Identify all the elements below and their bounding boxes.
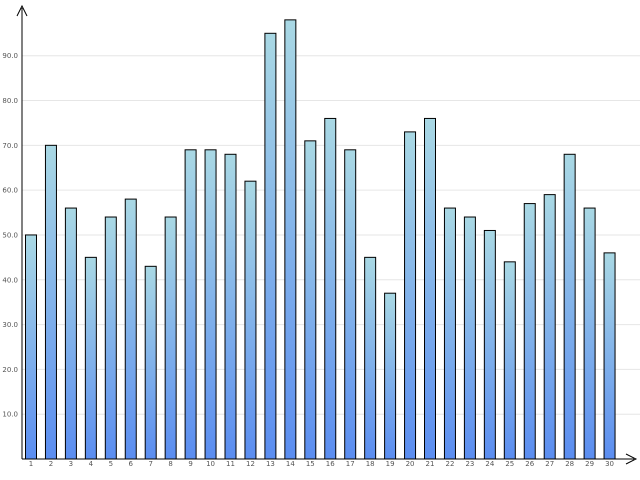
x-tick-label: 28 <box>565 460 574 468</box>
bar-13 <box>264 32 277 460</box>
x-tick-label: 1 <box>29 460 33 468</box>
y-tick-label: 90.0 <box>2 52 18 60</box>
bar-14 <box>284 19 297 460</box>
bar-1 <box>25 234 37 460</box>
x-tick-label: 17 <box>346 460 355 468</box>
bar-23 <box>463 216 476 460</box>
y-tick-label: 80.0 <box>2 97 18 105</box>
x-tick-label: 22 <box>445 460 454 468</box>
bar-27 <box>543 194 556 460</box>
y-tick-label: 50.0 <box>2 231 18 239</box>
axes <box>16 4 638 465</box>
x-tick-label: 26 <box>525 460 534 468</box>
y-tick-label: 20.0 <box>2 366 18 374</box>
x-tick-label: 15 <box>306 460 315 468</box>
bar-26 <box>523 203 536 460</box>
bar-11 <box>224 153 237 460</box>
y-tick-label: 30.0 <box>2 321 18 329</box>
bar-10 <box>204 149 217 460</box>
bar-15 <box>304 140 317 460</box>
x-tick-label: 25 <box>505 460 514 468</box>
bar-29 <box>583 207 596 460</box>
x-tick-label: 11 <box>226 460 235 468</box>
x-tick-label: 9 <box>188 460 192 468</box>
x-tick-label: 23 <box>465 460 474 468</box>
x-tick-label: 29 <box>585 460 594 468</box>
x-tick-label: 7 <box>148 460 152 468</box>
x-tick-label: 10 <box>206 460 215 468</box>
bar-7 <box>144 265 157 460</box>
bar-8 <box>164 216 177 460</box>
x-tick-label: 27 <box>545 460 554 468</box>
x-tick-label: 14 <box>286 460 295 468</box>
x-tick-label: 19 <box>386 460 395 468</box>
bar-21 <box>424 117 436 460</box>
x-tick-label: 8 <box>168 460 172 468</box>
x-tick-label: 2 <box>49 460 53 468</box>
x-tick-label: 18 <box>366 460 375 468</box>
x-tick-label: 4 <box>89 460 94 468</box>
bar-24 <box>483 229 496 460</box>
bar-25 <box>503 261 516 460</box>
y-tick-label: 70.0 <box>2 142 18 150</box>
bar-2 <box>44 144 57 460</box>
x-tick-label: 16 <box>326 460 335 468</box>
bar-17 <box>344 149 357 460</box>
x-tick-label: 5 <box>109 460 113 468</box>
bar-12 <box>244 180 257 460</box>
x-tick-label: 6 <box>129 460 134 468</box>
x-axis-arrow-icon <box>625 453 638 465</box>
bar-16 <box>324 117 337 460</box>
bar-20 <box>404 131 417 460</box>
y-axis-arrow-icon <box>16 4 28 17</box>
bar-28 <box>563 153 576 460</box>
x-tick-label: 24 <box>485 460 494 468</box>
x-tick-label: 3 <box>69 460 73 468</box>
x-tick-label: 12 <box>246 460 255 468</box>
bar-9 <box>184 149 197 460</box>
bar-18 <box>364 256 377 460</box>
bar-30 <box>603 252 616 460</box>
x-tick-label: 20 <box>406 460 415 468</box>
x-tick-label: 30 <box>605 460 614 468</box>
bar-3 <box>64 207 77 460</box>
y-tick-labels: 10.0 20.0 30.0 40.0 50.0 60.0 70.0 80.0 90.0 <box>2 52 18 418</box>
bar-19 <box>384 292 397 460</box>
y-tick-label: 60.0 <box>2 187 18 195</box>
bar-4 <box>84 256 97 460</box>
bar-5 <box>104 216 117 460</box>
x-tick-label: 21 <box>426 460 435 468</box>
x-tick-labels: 1 2 3 4 5 6 7 8 9 10 11 12 13 14 15 16 17 18 19 20 21 22 23 24 2… <box>29 460 614 468</box>
x-tick-label: 13 <box>266 460 275 468</box>
y-tick-label: 10.0 <box>2 411 18 419</box>
bar-6 <box>124 198 137 460</box>
bar-22 <box>443 207 456 460</box>
bars <box>25 19 616 460</box>
y-tick-label: 40.0 <box>2 276 18 284</box>
